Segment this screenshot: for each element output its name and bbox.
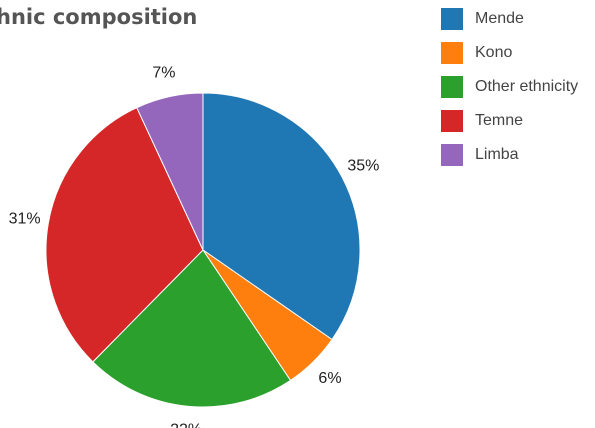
legend-item-mende[interactable]: Mende [441,8,578,30]
legend-swatch-limba [441,144,463,166]
slice-label-temne: 31% [9,210,41,227]
legend-swatch-kono [441,42,463,64]
legend-label-mende: Mende [475,10,524,28]
legend-swatch-other-ethnicity [441,76,463,98]
legend-swatch-temne [441,110,463,132]
legend-label-other-ethnicity: Other ethnicity [475,78,578,96]
legend-label-limba: Limba [475,146,519,164]
legend-item-kono[interactable]: Kono [441,42,578,64]
slice-label-mende: 35% [347,157,379,174]
legend-item-temne[interactable]: Temne [441,110,578,132]
legend-swatch-mende [441,8,463,30]
slice-label-other-ethnicity: 22% [170,421,202,428]
slice-label-kono: 6% [318,370,341,387]
legend-item-other-ethnicity[interactable]: Other ethnicity [441,76,578,98]
legend-item-limba[interactable]: Limba [441,144,578,166]
slice-label-limba: 7% [152,64,175,81]
legend-label-temne: Temne [475,112,523,130]
legend: Mende Kono Other ethnicity Temne Limba [441,8,578,178]
legend-label-kono: Kono [475,44,512,62]
